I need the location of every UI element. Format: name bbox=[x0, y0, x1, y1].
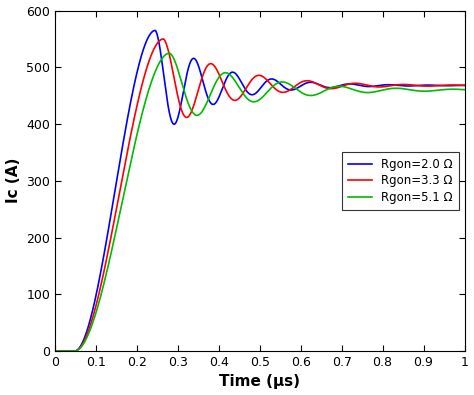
Rgon=3.3 Ω bbox=[356, 81, 362, 86]
Rgon=3.3 Ω bbox=[462, 83, 467, 88]
Y-axis label: Ic (A): Ic (A) bbox=[6, 158, 20, 203]
Rgon=3.3 Ω bbox=[312, 81, 318, 85]
Rgon=2.0 Ω bbox=[52, 349, 58, 354]
Rgon=5.1 Ω bbox=[312, 92, 318, 97]
Rgon=3.3 Ω bbox=[73, 348, 78, 353]
Rgon=5.1 Ω bbox=[378, 88, 383, 93]
Line: Rgon=5.1 Ω: Rgon=5.1 Ω bbox=[55, 53, 465, 351]
Rgon=2.0 Ω bbox=[153, 28, 158, 33]
Legend: Rgon=2.0 Ω, Rgon=3.3 Ω, Rgon=5.1 Ω: Rgon=2.0 Ω, Rgon=3.3 Ω, Rgon=5.1 Ω bbox=[342, 152, 459, 210]
Rgon=2.0 Ω bbox=[201, 80, 206, 85]
Rgon=5.1 Ω bbox=[167, 51, 173, 55]
Rgon=2.0 Ω bbox=[462, 83, 467, 88]
Rgon=5.1 Ω bbox=[356, 89, 362, 94]
Rgon=3.3 Ω bbox=[294, 82, 300, 87]
Rgon=2.0 Ω bbox=[378, 83, 383, 88]
X-axis label: Time (μs): Time (μs) bbox=[219, 374, 300, 389]
Rgon=3.3 Ω bbox=[378, 85, 383, 89]
Rgon=2.0 Ω bbox=[294, 86, 300, 90]
Line: Rgon=3.3 Ω: Rgon=3.3 Ω bbox=[55, 39, 465, 351]
Rgon=2.0 Ω bbox=[356, 83, 362, 88]
Rgon=5.1 Ω bbox=[294, 87, 300, 92]
Rgon=5.1 Ω bbox=[201, 107, 206, 112]
Rgon=2.0 Ω bbox=[312, 81, 318, 85]
Rgon=5.1 Ω bbox=[52, 349, 58, 354]
Rgon=5.1 Ω bbox=[73, 348, 78, 353]
Rgon=5.1 Ω bbox=[462, 87, 467, 92]
Rgon=2.0 Ω bbox=[73, 348, 78, 353]
Rgon=3.3 Ω bbox=[161, 37, 166, 41]
Line: Rgon=2.0 Ω: Rgon=2.0 Ω bbox=[55, 30, 465, 351]
Rgon=3.3 Ω bbox=[201, 72, 206, 77]
Rgon=3.3 Ω bbox=[52, 349, 58, 354]
